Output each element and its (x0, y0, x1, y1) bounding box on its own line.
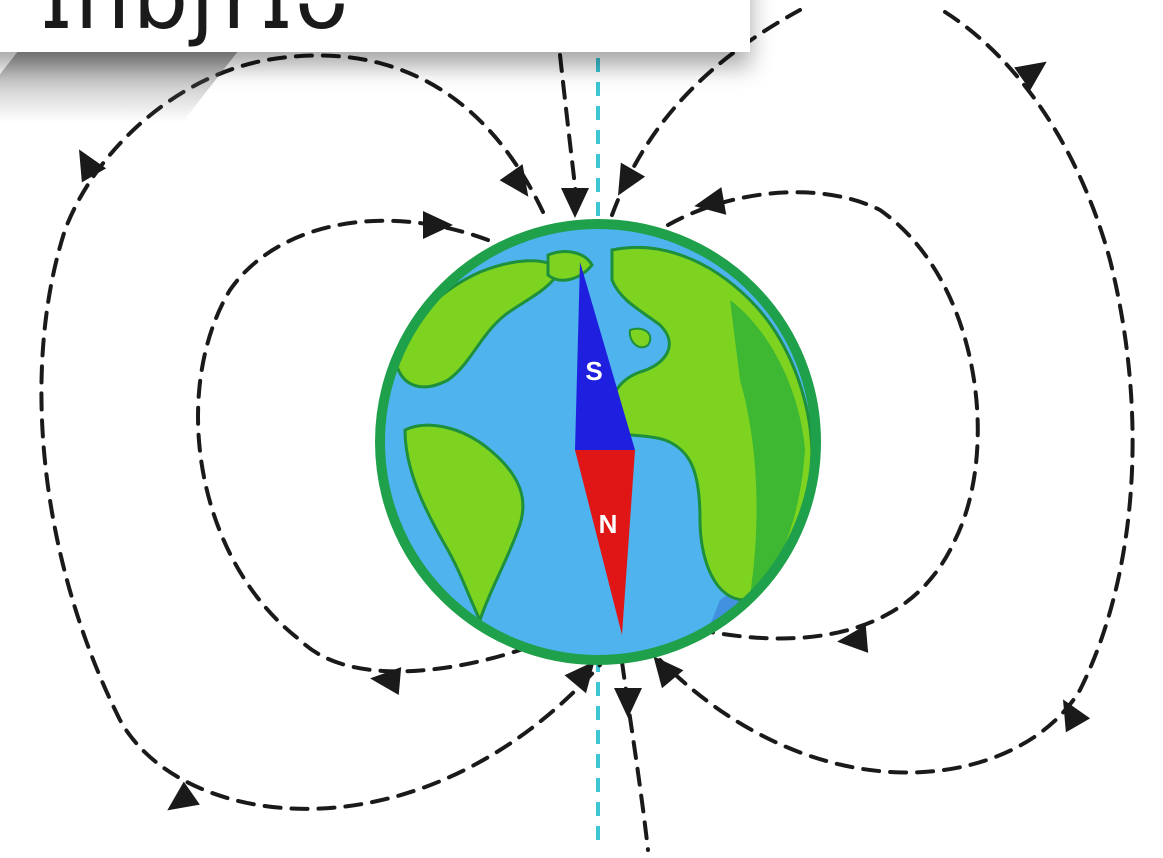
arrowhead-icon (837, 625, 869, 653)
arrowhead-icon (167, 781, 200, 811)
needle-north-label: N (599, 509, 618, 539)
arrowhead-icon (370, 667, 402, 695)
title-text: ˇ ɪnɒʃrɪᴗ (0, 0, 351, 42)
field-line-bottom-center (620, 660, 650, 852)
arrowhead-icon (618, 162, 646, 196)
arrowhead-icon (499, 164, 529, 197)
arrowhead-icon (561, 188, 589, 218)
arrowhead-icon (614, 688, 642, 718)
title-card: ˇ ɪnɒʃrɪᴗ (0, 0, 750, 52)
field-line-outer-left (39, 53, 602, 811)
arrowhead-icon (79, 149, 107, 183)
arrowhead-icon (1063, 699, 1091, 733)
field-line-inner-left (196, 218, 522, 674)
needle-south-half (575, 262, 635, 450)
needle-north-half (575, 450, 635, 635)
arrowhead-icon (694, 187, 727, 215)
arrowhead-icon (564, 661, 595, 694)
field-line-inner-right (666, 190, 980, 641)
compass-needle: S N (575, 262, 635, 635)
earth-globe (375, 219, 821, 665)
arrowhead-icon (423, 211, 453, 239)
needle-south-label: S (585, 356, 602, 386)
field-arrowheads (79, 61, 1091, 811)
arrowhead-icon (1014, 61, 1047, 91)
arrowhead-icon (653, 656, 684, 689)
